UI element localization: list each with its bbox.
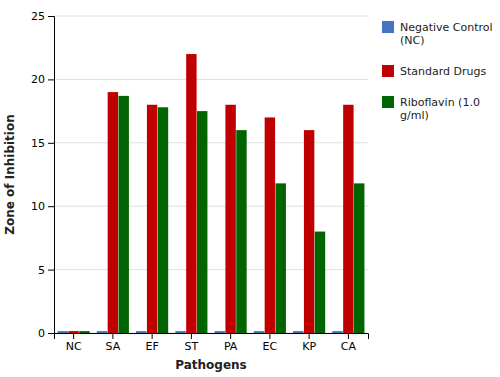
legend-item: Standard Drugs: [382, 65, 486, 78]
x-tick-label: CA: [341, 340, 357, 353]
bar: [68, 331, 78, 333]
legend-label-line: (NC): [400, 34, 425, 47]
x-tick-label: ST: [185, 340, 199, 353]
x-axis-line: [55, 334, 369, 340]
x-tick-mark: [191, 333, 192, 339]
y-tick: 0: [38, 327, 54, 340]
y-tick-mark: [48, 270, 54, 271]
bar: [197, 111, 207, 333]
y-tick-label: 0: [38, 327, 45, 340]
x-tick: KP: [302, 333, 316, 353]
x-tick-mark: [230, 333, 231, 339]
bar: [136, 331, 146, 333]
legend-label-line: Standard Drugs: [400, 65, 486, 78]
y-tick-mark: [48, 79, 54, 80]
x-tick-label: NC: [66, 340, 82, 353]
x-tick-mark: [73, 333, 74, 339]
bar: [276, 183, 286, 333]
grid-line: [54, 79, 368, 80]
bar: [225, 105, 235, 333]
bar: [354, 183, 364, 333]
bar: [79, 331, 89, 333]
y-tick: 20: [31, 73, 54, 86]
legend-label-line: Riboflavin (1.0: [400, 96, 480, 109]
bar: [304, 130, 314, 333]
legend-swatch: [382, 65, 394, 77]
legend: Negative Control(NC) Standard Drugs Ribofl…: [382, 21, 493, 122]
x-tick-label: EC: [263, 340, 278, 353]
x-tick: EF: [145, 333, 158, 353]
y-tick-label: 15: [31, 137, 45, 150]
x-tick: PA: [224, 333, 238, 353]
y-tick-label: 20: [31, 73, 45, 86]
bar: [332, 331, 342, 333]
legend-label-line: g/ml): [400, 109, 429, 122]
bar: [119, 96, 129, 333]
y-tick-mark: [48, 206, 54, 207]
y-tick-mark: [48, 16, 54, 17]
x-tick: EC: [263, 333, 278, 353]
legend-item: Riboflavin (1.0g/ml): [382, 96, 480, 122]
legend-item: Negative Control(NC): [382, 21, 493, 47]
bar: [186, 54, 196, 333]
bar: [254, 331, 264, 333]
plot: NC SA EF ST PA EC KP CA 0 5 10 15 20 25: [31, 10, 369, 353]
chart: NC SA EF ST PA EC KP CA 0 5 10 15 20 25 Pathogens Zone …: [0, 0, 500, 377]
x-tick: CA: [341, 333, 357, 353]
bar: [315, 232, 325, 333]
legend-swatch: [382, 21, 394, 33]
y-tick: 15: [31, 137, 54, 150]
x-tick-mark: [348, 333, 349, 339]
legend-label: Riboflavin (1.0g/ml): [400, 96, 480, 122]
bar: [97, 331, 107, 333]
x-tick: ST: [185, 333, 199, 353]
bar: [158, 107, 168, 333]
y-tick: 5: [38, 264, 54, 277]
y-axis-line: [48, 17, 55, 334]
y-axis-title: Zone of Inhibition: [3, 114, 17, 234]
x-tick-mark: [152, 333, 153, 339]
bars: [58, 54, 365, 333]
y-axis: 0 5 10 15 20 25: [31, 10, 55, 340]
grid-line: [54, 206, 368, 207]
y-tick: 10: [31, 200, 54, 213]
bar: [265, 117, 275, 333]
legend-swatch: [382, 96, 394, 108]
x-tick-label: PA: [224, 340, 238, 353]
bar: [175, 331, 185, 333]
bar: [215, 331, 225, 333]
legend-label-line: Negative Control: [400, 21, 493, 34]
y-tick: 25: [31, 10, 54, 23]
x-tick-label: KP: [302, 340, 316, 353]
x-axis: NC SA EF ST PA EC KP CA: [55, 333, 369, 353]
x-tick-mark: [269, 333, 270, 339]
bar: [343, 105, 353, 333]
y-tick-mark: [48, 143, 54, 144]
y-tick-label: 10: [31, 200, 45, 213]
grid: [54, 16, 368, 333]
bar-series: [79, 96, 364, 333]
y-tick-label: 25: [31, 10, 45, 23]
bar: [293, 331, 303, 333]
x-tick: SA: [106, 333, 121, 353]
legend-label: Standard Drugs: [400, 65, 486, 78]
x-tick-mark: [309, 333, 310, 339]
grid-line: [54, 142, 368, 143]
x-axis-title: Pathogens: [175, 358, 247, 372]
grid-line: [54, 16, 368, 17]
legend-label: Negative Control(NC): [400, 21, 493, 47]
y-tick-label: 5: [38, 264, 45, 277]
bar: [236, 130, 246, 333]
x-tick-label: SA: [106, 340, 121, 353]
bar: [147, 105, 157, 333]
x-tick-mark: [112, 333, 113, 339]
bar: [58, 331, 68, 333]
bar-series: [68, 54, 353, 333]
y-tick-mark: [48, 333, 54, 334]
x-tick: NC: [66, 333, 82, 353]
bar: [108, 92, 118, 333]
x-tick-label: EF: [145, 340, 158, 353]
